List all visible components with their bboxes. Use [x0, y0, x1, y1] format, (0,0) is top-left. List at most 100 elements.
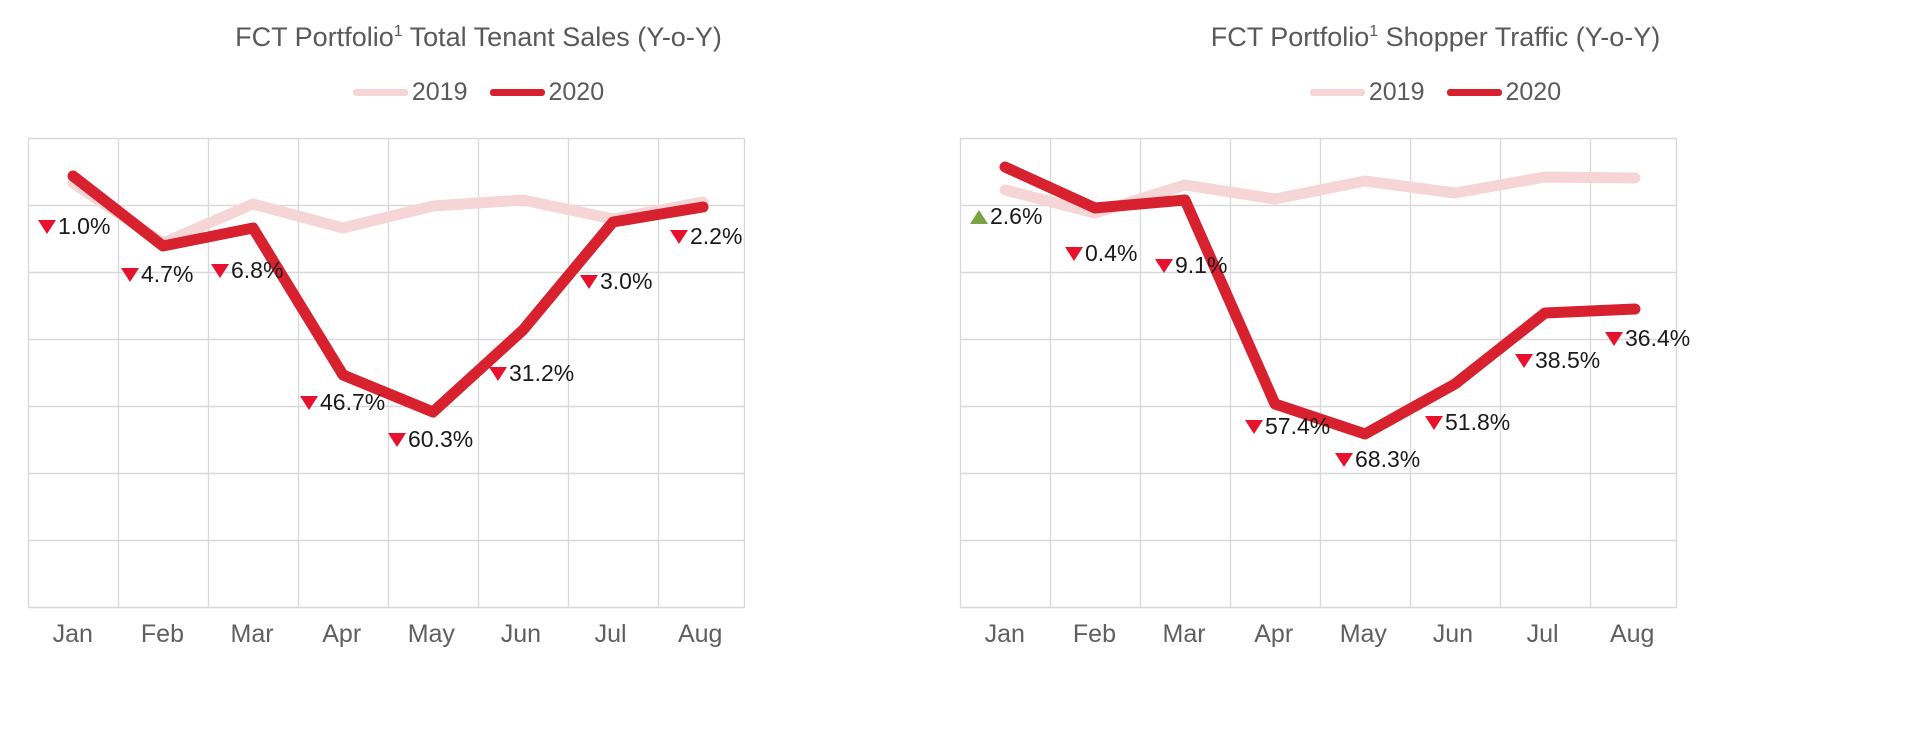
data-label-jun: 51.8% — [1425, 411, 1510, 434]
data-label-value: 60.3% — [408, 426, 474, 452]
x-tick-aug: Aug — [1609, 620, 1655, 648]
triangle-down-icon — [1425, 415, 1443, 430]
triangle-down-icon — [489, 366, 507, 381]
chart-title-tenant-sales: FCT Portfolio1 Total Tenant Sales (Y-o-Y… — [0, 22, 957, 53]
x-tick-mar: Mar — [1162, 620, 1206, 648]
data-label-may: 60.3% — [388, 428, 473, 451]
x-tick-jul: Jul — [594, 620, 627, 648]
plot-svg-tenant-sales — [27, 137, 746, 609]
legend-label-2020: 2020 — [1505, 78, 1562, 106]
data-label-value: 3.0% — [600, 268, 653, 294]
x-tick-jun: Jun — [1432, 620, 1474, 648]
series-line-2019 — [67, 177, 709, 249]
chart-panel-shopper-traffic: FCT Portfolio1 Shopper Traffic (Y-o-Y) 2… — [957, 0, 1914, 749]
gridlines — [959, 137, 1678, 609]
data-label-value: 36.4% — [1625, 325, 1691, 351]
x-axis-shopper-traffic: Jan Feb Mar Apr May Jun Jul Aug — [960, 620, 1677, 649]
triangle-down-icon — [1065, 246, 1083, 261]
gridlines — [27, 137, 746, 609]
legend-swatch-2019-icon — [352, 89, 408, 96]
data-label-apr: 57.4% — [1245, 415, 1330, 438]
data-label-value: 2.6% — [990, 203, 1043, 229]
legend-shopper-traffic: 2019 2020 — [957, 78, 1914, 107]
legend-item-2019[interactable]: 2019 — [1309, 78, 1425, 107]
triangle-down-icon — [580, 274, 598, 289]
legend-item-2020[interactable]: 2020 — [489, 78, 605, 107]
triangle-down-icon — [670, 229, 688, 244]
data-label-aug: 2.2% — [670, 225, 742, 248]
x-tick-jun: Jun — [500, 620, 542, 648]
data-label-value: 51.8% — [1445, 409, 1511, 435]
data-label-mar: 6.8% — [211, 259, 283, 282]
data-label-jun: 31.2% — [489, 362, 574, 385]
data-label-value: 38.5% — [1535, 347, 1601, 373]
chart-panel-tenant-sales: FCT Portfolio1 Total Tenant Sales (Y-o-Y… — [0, 22, 957, 649]
x-tick-apr: Apr — [322, 620, 362, 648]
chart-title-shopper-traffic: FCT Portfolio1 Shopper Traffic (Y-o-Y) — [957, 22, 1914, 53]
data-label-value: 31.2% — [509, 360, 575, 386]
data-label-value: 0.4% — [1085, 240, 1138, 266]
data-label-value: 57.4% — [1265, 413, 1331, 439]
chart-title-superscript: 1 — [393, 23, 403, 40]
data-label-jan: 1.0% — [38, 215, 110, 238]
x-axis-tenant-sales: Jan Feb Mar Apr May Jun Jul Aug — [28, 620, 745, 649]
triangle-down-icon — [121, 267, 139, 282]
legend-label-2019: 2019 — [411, 78, 468, 106]
legend-label-2020: 2020 — [548, 78, 605, 106]
data-label-value: 6.8% — [231, 257, 284, 283]
legend-swatch-2020-icon — [1446, 89, 1502, 96]
data-label-jul: 38.5% — [1515, 349, 1600, 372]
plot-svg-shopper-traffic — [959, 137, 1678, 609]
data-label-jan: 2.6% — [970, 205, 1042, 228]
legend-swatch-2020-icon — [489, 89, 545, 96]
triangle-down-icon — [1155, 258, 1173, 273]
triangle-down-icon — [211, 263, 229, 278]
plot-area-shopper-traffic: Jan Feb Mar Apr May Jun Jul Aug 2.6% 0.4… — [957, 0, 1914, 749]
triangle-down-icon — [38, 219, 56, 234]
data-label-value: 4.7% — [141, 261, 194, 287]
x-tick-feb: Feb — [1072, 620, 1116, 648]
legend-swatch-2019-icon — [1309, 89, 1365, 96]
x-tick-feb: Feb — [140, 620, 184, 648]
series-line-2020 — [999, 161, 1641, 440]
data-label-aug: 36.4% — [1605, 327, 1690, 350]
triangle-down-icon — [1335, 452, 1353, 467]
series-line-2020 — [67, 170, 709, 418]
x-tick-jan: Jan — [52, 620, 93, 648]
x-tick-aug: Aug — [677, 620, 723, 648]
triangle-down-icon — [1515, 353, 1533, 368]
x-tick-may: May — [1339, 620, 1387, 648]
triangle-down-icon — [300, 395, 318, 410]
x-tick-jul: Jul — [1526, 620, 1559, 648]
data-label-value: 46.7% — [320, 389, 386, 415]
legend-label-2019: 2019 — [1368, 78, 1425, 106]
plot-area-tenant-sales: Jan Feb Mar Apr May Jun Jul Aug 1.0% 4.7… — [27, 137, 746, 649]
data-label-value: 2.2% — [690, 223, 743, 249]
triangle-up-icon — [970, 209, 988, 224]
triangle-down-icon — [1245, 419, 1263, 434]
data-label-value: 9.1% — [1175, 252, 1228, 278]
chart-title-superscript: 1 — [1369, 23, 1379, 40]
data-label-may: 68.3% — [1335, 448, 1420, 471]
chart-title-suffix: Total Tenant Sales (Y-o-Y) — [402, 22, 722, 52]
legend-item-2019[interactable]: 2019 — [352, 78, 468, 107]
x-tick-apr: Apr — [1254, 620, 1294, 648]
data-label-value: 1.0% — [58, 213, 111, 239]
chart-title-text: FCT Portfolio — [235, 22, 394, 52]
chart-title-suffix: Shopper Traffic (Y-o-Y) — [1378, 22, 1661, 52]
chart-title-text: FCT Portfolio — [1210, 22, 1370, 52]
legend-tenant-sales: 2019 2020 — [0, 78, 957, 107]
data-label-value: 68.3% — [1355, 446, 1421, 472]
data-label-apr: 46.7% — [300, 391, 385, 414]
x-tick-jan: Jan — [984, 620, 1025, 648]
data-label-feb: 0.4% — [1065, 242, 1137, 265]
x-tick-mar: Mar — [230, 620, 274, 648]
data-label-jul: 3.0% — [580, 270, 652, 293]
x-tick-may: May — [407, 620, 455, 648]
legend-item-2020[interactable]: 2020 — [1446, 78, 1562, 107]
triangle-down-icon — [388, 432, 406, 447]
triangle-down-icon — [1605, 331, 1623, 346]
data-label-feb: 4.7% — [121, 263, 193, 286]
data-label-mar: 9.1% — [1155, 254, 1227, 277]
